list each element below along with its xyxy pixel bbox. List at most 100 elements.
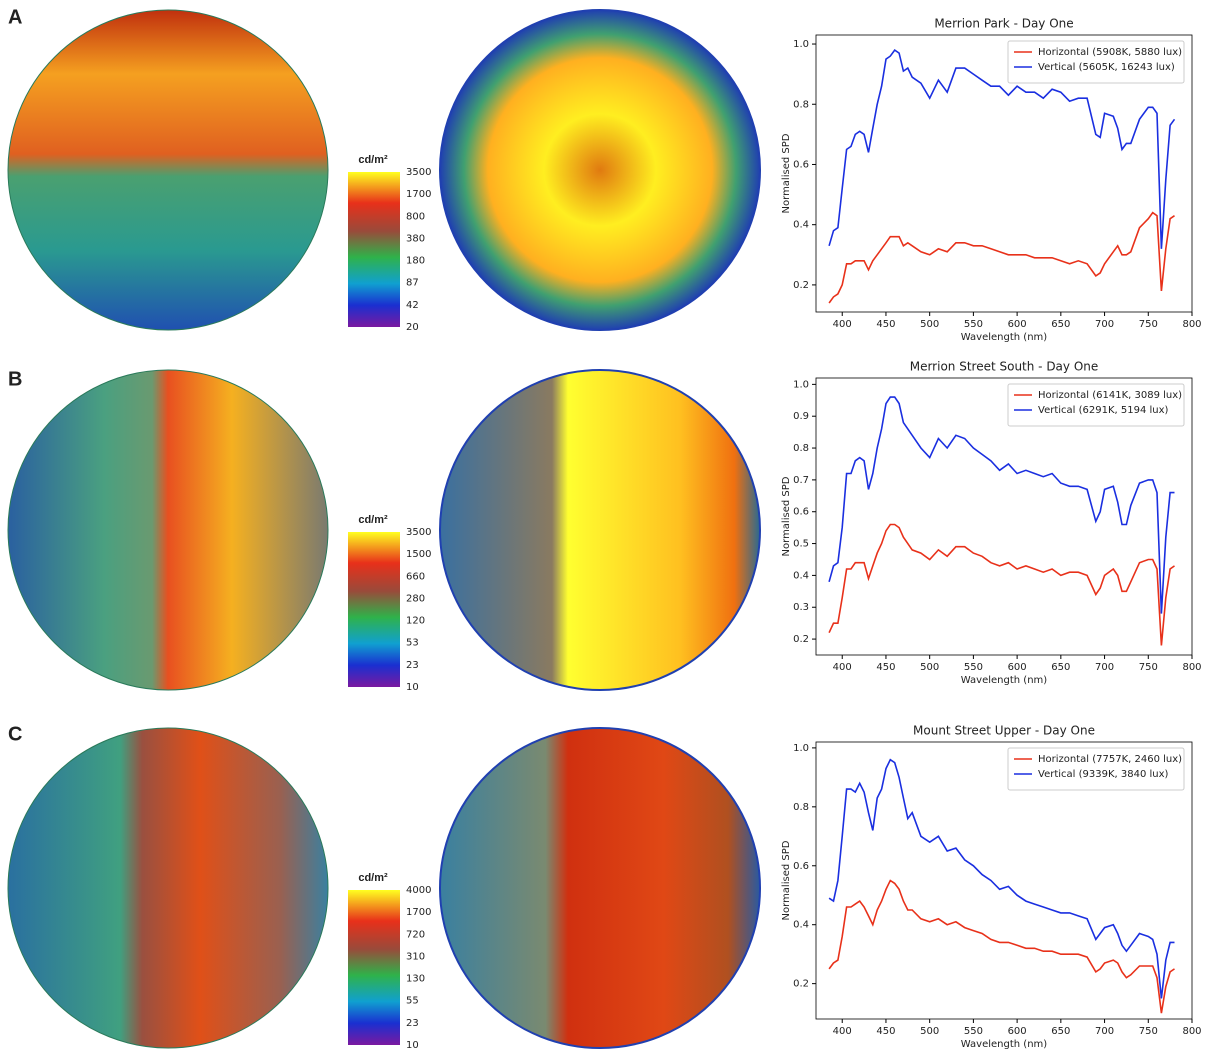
colorbar-tick-label: 20 — [406, 322, 419, 333]
colorbar-tick-label: 180 — [406, 256, 425, 267]
spd-line — [828, 758, 1175, 999]
legend-box — [1007, 383, 1185, 427]
colorbar — [348, 532, 400, 687]
colorbar-tick-label: 10 — [406, 1040, 419, 1050]
y-tick-label: 0.8 — [793, 802, 809, 813]
x-tick-label: 500 — [920, 662, 939, 673]
y-axis-label: Normalised SPD — [781, 476, 792, 556]
y-tick-label: 0.4 — [793, 570, 809, 581]
y-axis-label: Normalised SPD — [781, 133, 792, 213]
x-tick-label: 450 — [876, 1026, 895, 1037]
x-tick-label: 650 — [1051, 319, 1070, 330]
legend-label: Vertical (9339K, 3840 lux) — [1038, 769, 1169, 780]
legend-label: Horizontal (6141K, 3089 lux) — [1038, 390, 1182, 401]
colorbar-tick-label: 23 — [406, 1018, 419, 1029]
x-tick-label: 700 — [1095, 319, 1114, 330]
panel-label: B — [8, 368, 22, 390]
x-tick-label: 550 — [964, 319, 983, 330]
legend-box — [1007, 40, 1185, 84]
colorbar-tick-label: 4000 — [406, 885, 431, 896]
colorbar-tick-label: 130 — [406, 974, 425, 985]
legend-box — [1007, 747, 1185, 791]
x-tick-label: 500 — [920, 319, 939, 330]
panel-label: C — [8, 723, 22, 745]
y-tick-label: 0.3 — [793, 602, 809, 613]
colorbar-tick-label: 310 — [406, 951, 425, 962]
y-tick-label: 0.6 — [793, 861, 809, 872]
plot-frame — [815, 377, 1193, 656]
colorbar-tick-label: 87 — [406, 278, 419, 289]
y-tick-label: 0.8 — [793, 443, 809, 454]
y-tick-label: 0.6 — [793, 507, 809, 518]
colorbar-tick-label: 280 — [406, 593, 425, 604]
fisheye-image — [439, 369, 761, 691]
x-tick-label: 800 — [1182, 1026, 1201, 1037]
colorbar-tick-label: 55 — [406, 996, 419, 1007]
x-tick-label: 750 — [1139, 1026, 1158, 1037]
x-tick-label: 600 — [1008, 1026, 1027, 1037]
y-tick-label: 0.6 — [793, 159, 809, 170]
plot-frame — [815, 741, 1193, 1020]
chart-title: Merrion Street South - Day One — [910, 360, 1099, 374]
x-tick-label: 600 — [1008, 319, 1027, 330]
colorbar-tick-label: 1700 — [406, 189, 431, 200]
colorbar-tick-label: 660 — [406, 571, 425, 582]
x-tick-label: 700 — [1095, 662, 1114, 673]
chart-title: Mount Street Upper - Day One — [913, 724, 1095, 738]
fisheye-image — [439, 727, 761, 1049]
y-tick-label: 0.5 — [793, 539, 809, 550]
fisheye-image — [7, 9, 329, 331]
y-tick-label: 0.8 — [793, 99, 809, 110]
spd-line — [828, 523, 1175, 646]
chart-title: Merrion Park - Day One — [934, 17, 1073, 31]
fisheye-image — [7, 369, 329, 691]
x-tick-label: 550 — [964, 1026, 983, 1037]
colorbar-tick-label: 42 — [406, 300, 419, 311]
colorbar-tick-label: 23 — [406, 660, 419, 671]
x-tick-label: 550 — [964, 662, 983, 673]
x-tick-label: 400 — [833, 662, 852, 673]
x-tick-label: 400 — [833, 319, 852, 330]
x-tick-label: 800 — [1182, 319, 1201, 330]
x-tick-label: 600 — [1008, 662, 1027, 673]
y-tick-label: 1.0 — [793, 379, 809, 390]
colorbar-tick-label: 3500 — [406, 167, 431, 178]
spd-line — [828, 879, 1175, 1014]
x-tick-label: 500 — [920, 1026, 939, 1037]
spd-line — [828, 396, 1175, 614]
x-axis-label: Wavelength (nm) — [961, 675, 1047, 686]
fisheye-image — [7, 727, 329, 1049]
colorbar-tick-label: 1500 — [406, 549, 431, 560]
plot-frame — [815, 34, 1193, 313]
x-axis-label: Wavelength (nm) — [961, 1039, 1047, 1050]
y-axis-label: Normalised SPD — [781, 840, 792, 920]
y-tick-label: 0.2 — [793, 634, 809, 645]
colorbar-tick-label: 120 — [406, 616, 425, 627]
colorbar-tick-label: 720 — [406, 929, 425, 940]
x-tick-label: 750 — [1139, 662, 1158, 673]
x-tick-label: 450 — [876, 662, 895, 673]
fisheye-image — [439, 9, 761, 331]
spd-line — [828, 211, 1175, 304]
legend-label: Horizontal (5908K, 5880 lux) — [1038, 47, 1182, 58]
colorbar-title: cd/m² — [358, 154, 388, 166]
x-tick-label: 650 — [1051, 662, 1070, 673]
colorbar — [348, 172, 400, 327]
x-tick-label: 650 — [1051, 1026, 1070, 1037]
y-tick-label: 1.0 — [793, 743, 809, 754]
colorbar-title: cd/m² — [358, 514, 388, 526]
x-tick-label: 800 — [1182, 662, 1201, 673]
spd-line — [828, 49, 1176, 249]
y-tick-label: 0.4 — [793, 220, 809, 231]
x-tick-label: 450 — [876, 319, 895, 330]
y-tick-label: 1.0 — [793, 39, 809, 50]
colorbar-tick-label: 10 — [406, 682, 419, 693]
x-tick-label: 700 — [1095, 1026, 1114, 1037]
colorbar-tick-label: 1700 — [406, 907, 431, 918]
legend-label: Vertical (6291K, 5194 lux) — [1038, 405, 1169, 416]
colorbar — [348, 890, 400, 1045]
x-tick-label: 400 — [833, 1026, 852, 1037]
y-tick-label: 0.2 — [793, 979, 809, 990]
colorbar-tick-label: 800 — [406, 211, 425, 222]
